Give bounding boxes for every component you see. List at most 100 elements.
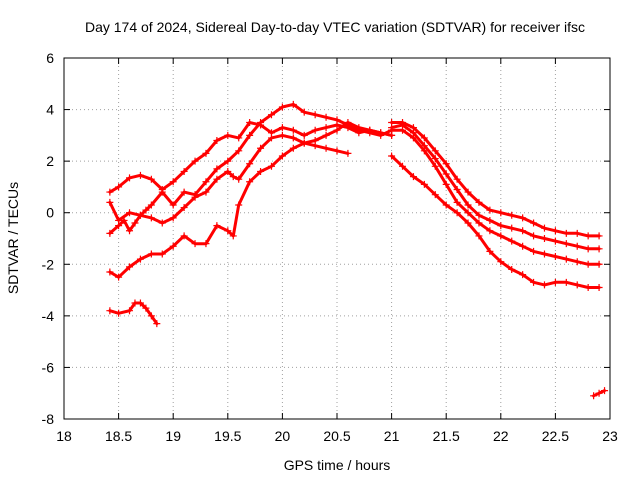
- data-point: [333, 126, 341, 134]
- data-point: [235, 147, 243, 155]
- data-point: [126, 174, 134, 182]
- data-point: [551, 278, 559, 286]
- data-point: [464, 209, 472, 217]
- data-point: [573, 229, 581, 237]
- y-tick-label: -2: [42, 256, 55, 272]
- data-point: [601, 387, 609, 395]
- data-point: [530, 219, 538, 227]
- data-point: [235, 134, 243, 142]
- data-point: [519, 227, 527, 235]
- data-series: [106, 100, 609, 400]
- data-point: [300, 131, 308, 139]
- data-point: [202, 149, 210, 157]
- data-point: [169, 214, 177, 222]
- data-point: [584, 260, 592, 268]
- series-track-h: [388, 126, 603, 268]
- data-point: [278, 124, 286, 132]
- data-point: [289, 100, 297, 108]
- data-point: [267, 162, 275, 170]
- x-tick-label: 18.5: [105, 428, 132, 444]
- data-point: [246, 160, 254, 168]
- data-point: [289, 144, 297, 152]
- data-point: [409, 173, 417, 181]
- data-point: [300, 108, 308, 116]
- data-point: [366, 126, 374, 134]
- series-track-c: [106, 131, 352, 237]
- data-point: [519, 214, 527, 222]
- x-tick-label: 20.5: [323, 428, 350, 444]
- data-point: [169, 178, 177, 186]
- data-point: [551, 227, 559, 235]
- data-point: [289, 134, 297, 142]
- data-point: [475, 232, 483, 240]
- data-point: [224, 227, 232, 235]
- data-point: [311, 126, 319, 134]
- data-point: [475, 198, 483, 206]
- data-point: [246, 118, 254, 126]
- data-point: [147, 214, 155, 222]
- data-point: [551, 253, 559, 261]
- y-tick-label: 4: [46, 102, 54, 118]
- data-point: [420, 147, 428, 155]
- y-tick-label: 0: [46, 205, 54, 221]
- data-point: [126, 263, 134, 271]
- data-point: [562, 229, 570, 237]
- data-point: [278, 103, 286, 111]
- axis-ticks: 18 18.5 19 19.5 20 20.5 21 21.5 22 22.5 23-8-6-4-2…: [42, 50, 618, 444]
- data-point: [180, 204, 188, 212]
- data-point: [106, 198, 114, 206]
- data-point: [106, 268, 114, 276]
- data-point: [180, 232, 188, 240]
- series-track-j: [590, 387, 609, 400]
- data-point: [486, 216, 494, 224]
- series-line: [108, 121, 394, 279]
- data-point: [115, 183, 123, 191]
- data-point: [344, 149, 352, 157]
- data-point: [562, 255, 570, 263]
- data-point: [131, 219, 139, 227]
- series-track-i: [388, 152, 603, 291]
- data-point: [530, 247, 538, 255]
- data-point: [420, 180, 428, 188]
- data-point: [333, 147, 341, 155]
- data-point: [213, 137, 221, 145]
- data-point: [453, 186, 461, 194]
- data-point: [573, 258, 581, 266]
- series-line: [390, 121, 601, 238]
- series-track-f: [388, 118, 603, 240]
- data-point: [229, 232, 237, 240]
- data-point: [115, 273, 123, 281]
- data-point: [278, 152, 286, 160]
- y-tick-label: -6: [42, 359, 55, 375]
- data-point: [377, 129, 385, 137]
- data-point: [399, 126, 407, 134]
- x-tick-label: 23: [602, 428, 618, 444]
- data-point: [497, 222, 505, 230]
- x-tick-label: 21.5: [433, 428, 460, 444]
- data-point: [267, 111, 275, 119]
- data-point: [475, 219, 483, 227]
- data-point: [322, 144, 330, 152]
- data-point: [126, 227, 134, 235]
- data-point: [311, 137, 319, 145]
- data-point: [153, 320, 161, 328]
- data-point: [246, 131, 254, 139]
- data-point: [442, 180, 450, 188]
- data-point: [595, 245, 603, 253]
- data-point: [191, 193, 199, 201]
- data-point: [142, 206, 150, 214]
- data-point: [322, 124, 330, 132]
- data-point: [584, 283, 592, 291]
- data-point: [486, 227, 494, 235]
- data-point: [540, 224, 548, 232]
- data-point: [224, 167, 232, 175]
- series-track-e: [106, 299, 161, 328]
- data-point: [530, 278, 538, 286]
- data-point: [584, 245, 592, 253]
- data-point: [388, 152, 396, 160]
- data-point: [235, 175, 243, 183]
- data-point: [235, 201, 243, 209]
- data-point: [246, 178, 254, 186]
- data-point: [106, 307, 114, 315]
